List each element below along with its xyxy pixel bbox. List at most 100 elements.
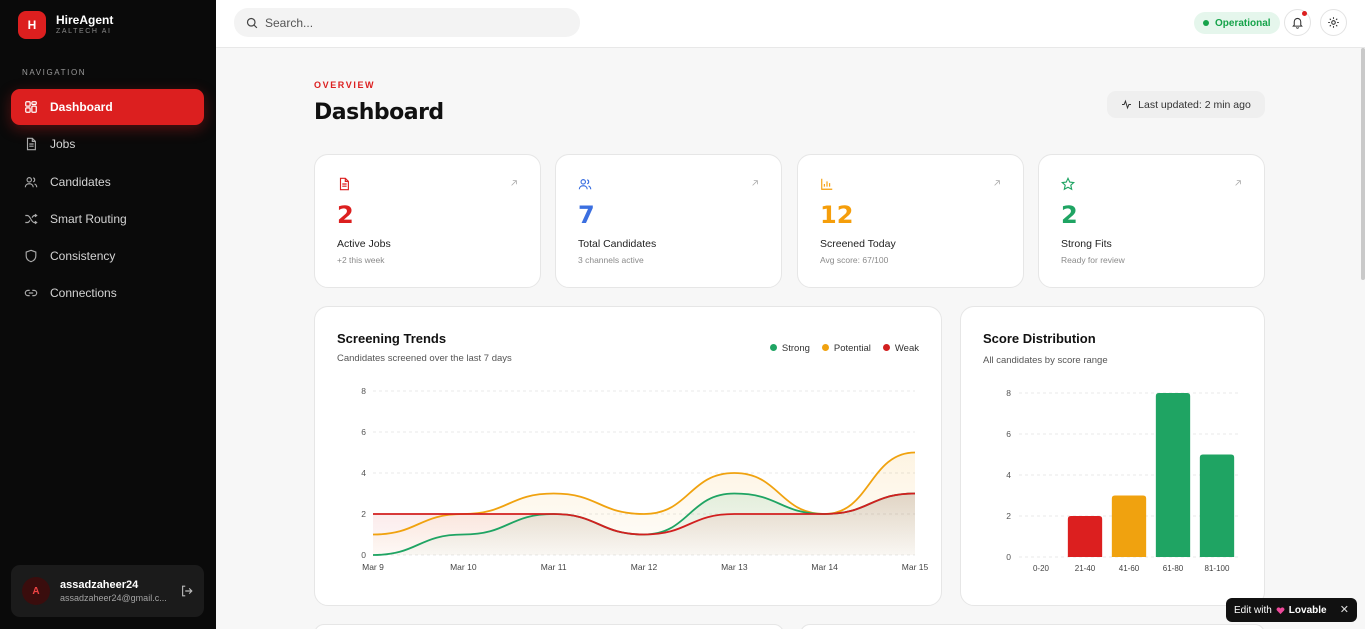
stat-value: 7 (578, 201, 595, 229)
users-icon (578, 179, 592, 190)
nav-heading: NAVIGATION (22, 68, 87, 77)
nav-item-jobs[interactable]: Jobs (11, 126, 204, 162)
notifications-button[interactable] (1284, 9, 1311, 36)
x-tick-label: 21-40 (1075, 564, 1096, 573)
nav-item-candidates[interactable]: Candidates (11, 164, 204, 200)
legend-item-strong: Strong (769, 343, 810, 354)
search-icon (246, 17, 258, 28)
stat-card-strong-fits[interactable]: 2 Strong Fits Ready for review (1038, 154, 1265, 288)
nav-item-label: Dashboard (50, 100, 113, 114)
last-updated-text: Last updated: 2 min ago (1138, 98, 1251, 111)
badge-brand: Lovable (1288, 604, 1327, 616)
status-badge: Operational (1194, 12, 1280, 34)
score-distribution-panel: Score Distribution All candidates by sco… (960, 306, 1265, 606)
y-tick-label: 4 (361, 468, 366, 478)
nav-item-consistency[interactable]: Consistency (11, 238, 204, 274)
stat-card-total-candidates[interactable]: 7 Total Candidates 3 channels active (555, 154, 782, 288)
x-tick-label: 0-20 (1033, 564, 1050, 573)
y-tick-label: 8 (361, 386, 366, 396)
x-tick-label: Mar 14 (811, 562, 838, 572)
badge-prefix: Edit with (1234, 604, 1272, 616)
brand-logo: H (18, 11, 46, 39)
chart-legend: Strong Potential Weak (769, 343, 919, 354)
nav-item-connections[interactable]: Connections (11, 275, 204, 311)
x-tick-label: Mar 15 (902, 562, 929, 572)
nav-item-label: Smart Routing (50, 211, 127, 226)
stat-sub: +2 this week (337, 255, 385, 265)
heart-icon (1276, 606, 1285, 614)
search-input[interactable] (265, 15, 565, 30)
panel-title: Score Distribution (983, 331, 1096, 346)
bar-81-100 (1199, 454, 1235, 557)
user-name: assadzaheer24 (60, 579, 139, 591)
star-icon (1061, 177, 1075, 191)
screening-trends-panel: Screening Trends Candidates screened ove… (314, 306, 942, 606)
arrow-up-right-icon (752, 180, 758, 186)
stat-label: Screened Today (820, 238, 896, 250)
x-tick-label: Mar 11 (541, 562, 567, 572)
x-tick-label: 61-80 (1163, 564, 1184, 573)
avatar: A (22, 577, 50, 605)
bar-21-40 (1067, 516, 1103, 557)
user-email: assadzaheer24@gmail.c... (60, 593, 167, 603)
file-icon (339, 177, 349, 191)
arrow-up-right-icon (994, 180, 1000, 186)
brand-name: HireAgent (56, 13, 114, 27)
brand-subtitle: ZALTECH AI (56, 28, 112, 35)
stat-card-active-jobs[interactable]: 2 Active Jobs +2 this week (314, 154, 541, 288)
nav-item-smart-routing[interactable]: Smart Routing (11, 201, 204, 237)
panel-subtitle: Candidates screened over the last 7 days (337, 353, 512, 364)
close-icon[interactable]: ✕ (1339, 604, 1349, 616)
last-updated-badge: Last updated: 2 min ago (1107, 91, 1265, 118)
x-tick-label: Mar 10 (450, 562, 477, 572)
status-dot (1203, 20, 1209, 26)
y-tick-label: 8 (1006, 388, 1011, 398)
y-tick-label: 6 (361, 427, 366, 437)
nav-item-dashboard[interactable]: Dashboard (11, 89, 204, 125)
x-tick-label: 41-60 (1119, 564, 1140, 573)
score-distribution-chart: 0 2 4 6 8 0-20 21-40 41-60 61-80 81-100 (1006, 388, 1239, 573)
notification-dot (1302, 11, 1307, 16)
panel-title: Screening Trends (337, 331, 447, 346)
edit-with-lovable-badge[interactable]: Edit with Lovable ✕ (1226, 598, 1357, 622)
scrollbar[interactable] (1361, 48, 1365, 280)
stat-sub: Ready for review (1061, 255, 1125, 265)
page-title: Dashboard (314, 100, 444, 125)
stat-value: 2 (337, 201, 354, 229)
y-tick-label: 0 (1006, 552, 1011, 562)
bell-icon (1292, 17, 1303, 29)
bar-chart-icon (821, 178, 833, 190)
gear-icon (1328, 17, 1339, 28)
sidebar: H HireAgent ZALTECH AI NAVIGATION Dashbo… (0, 0, 216, 629)
x-tick-label: Mar 9 (362, 562, 384, 572)
stat-card-screened-today[interactable]: 12 Screened Today Avg score: 67/100 (797, 154, 1024, 288)
series-area-weak (373, 493, 915, 555)
status-label: Operational (1215, 17, 1271, 29)
brand[interactable]: H HireAgent ZALTECH AI (18, 11, 113, 39)
logout-icon[interactable] (180, 584, 194, 598)
bar-41-60 (1111, 495, 1147, 557)
stat-label: Total Candidates (578, 238, 657, 250)
x-tick-label: Mar 12 (631, 562, 658, 572)
link-icon (24, 290, 38, 297)
legend-item-potential: Potential (821, 343, 871, 354)
dashboard-icon (25, 101, 37, 113)
search-box[interactable] (234, 8, 580, 37)
x-tick-label: Mar 13 (721, 562, 748, 572)
panel-subtitle: All candidates by score range (983, 355, 1108, 366)
stat-value: 2 (1061, 201, 1078, 229)
stat-label: Active Jobs (337, 238, 391, 250)
shield-icon (25, 249, 37, 263)
series-line-weak (372, 492, 916, 536)
lower-panel-left (314, 624, 784, 629)
page-overline: OVERVIEW (314, 80, 376, 90)
stat-sub: 3 channels active (578, 255, 644, 265)
x-tick-label: 81-100 (1205, 564, 1230, 573)
y-tick-label: 0 (361, 550, 366, 560)
stat-sub: Avg score: 67/100 (820, 255, 889, 265)
user-card[interactable]: A assadzaheer24 assadzaheer24@gmail.c... (11, 565, 204, 617)
y-tick-label: 6 (1006, 429, 1011, 439)
shuffle-icon (25, 213, 38, 225)
nav-item-label: Connections (50, 286, 117, 301)
settings-button[interactable] (1320, 9, 1347, 36)
